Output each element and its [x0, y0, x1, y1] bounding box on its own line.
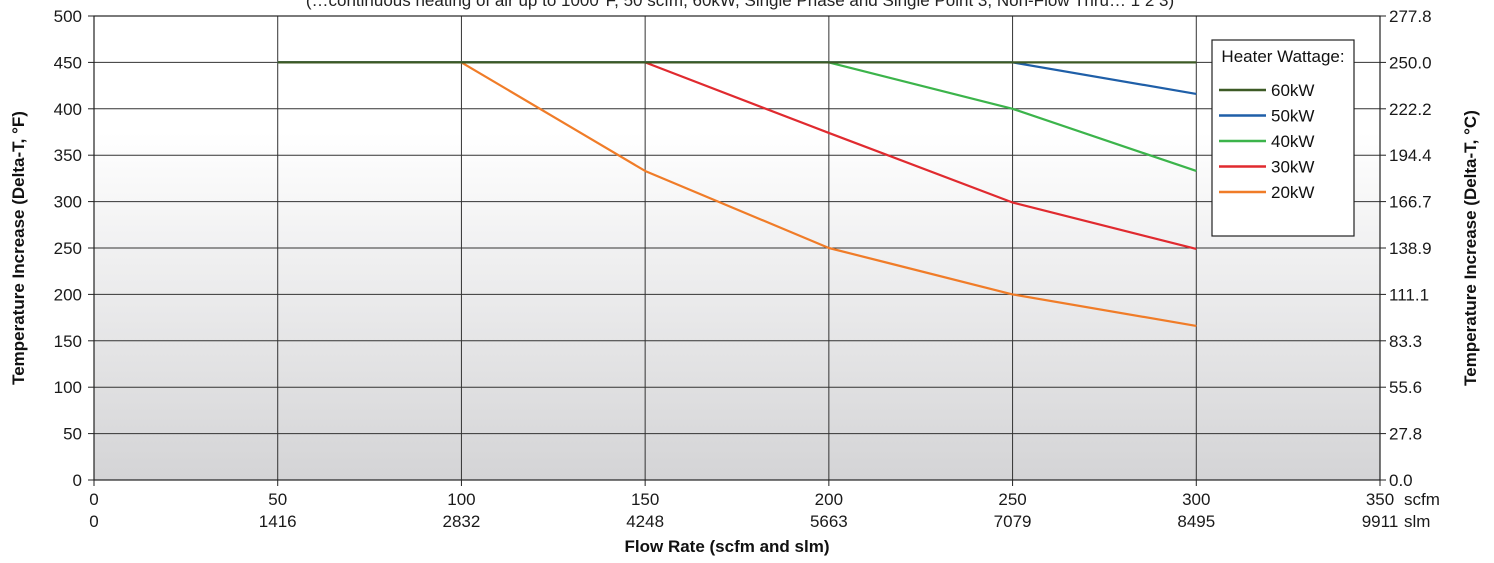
x-tick-label-slm: 8495 — [1177, 512, 1215, 531]
x-tick-label-scfm: 0 — [89, 490, 98, 509]
legend-box — [1211, 39, 1355, 237]
y-tick-label: 500 — [54, 7, 82, 26]
x-tick-label-slm: 9911 — [1362, 512, 1399, 531]
legend: Heater Wattage: 60kW 50kW 40kW 30kW 20kW — [1211, 39, 1355, 237]
x-tick-label-slm: 5663 — [810, 512, 848, 531]
x-tick-label-slm: 2832 — [443, 512, 481, 531]
x-axis-title: Flow Rate (scfm and slm) — [625, 537, 830, 556]
y-right-tick-label: 83.3 — [1389, 332, 1422, 351]
y-right-tick-label: 138.9 — [1389, 239, 1432, 258]
x-unit-scfm: scfm — [1404, 490, 1440, 509]
legend-items: 60kW 50kW 40kW 30kW 20kW — [1219, 81, 1314, 202]
y-right-tick-label: 194.4 — [1389, 146, 1432, 165]
y-right-tick-label: 166.7 — [1389, 193, 1432, 212]
legend-label-50kw: 50kW — [1271, 107, 1314, 126]
x-tick-label-scfm: 300 — [1182, 490, 1210, 509]
x-tick-label-scfm: 150 — [631, 490, 659, 509]
y-right-tick-label: 250.0 — [1389, 53, 1432, 72]
y-right-tick-label: 277.8 — [1389, 7, 1432, 26]
chart-top-note: (…continuous heating of air up to 1000°F… — [306, 0, 1174, 10]
y-axis-title: Temperature Increase (Delta-T, °F) — [9, 111, 28, 385]
legend-label-20kw: 20kW — [1271, 183, 1314, 202]
x-tick-label-slm: 1416 — [259, 512, 297, 531]
y-right-tick-label: 111.1 — [1389, 285, 1429, 304]
x-tick-label-scfm: 350 — [1366, 490, 1394, 509]
y-right-tick-labels: 0.0 27.8 55.6 83.3 111.1 138.9 166.7 194.4 222.2… — [1380, 7, 1432, 490]
y-tick-label: 350 — [54, 146, 82, 165]
x-tick-label-slm: 4248 — [626, 512, 664, 531]
y-tick-label: 300 — [54, 193, 82, 212]
x-tick-label-scfm: 50 — [268, 490, 287, 509]
y-tick-label: 100 — [54, 378, 82, 397]
legend-title: Heater Wattage: — [1221, 47, 1344, 66]
x-unit-slm: slm — [1404, 512, 1430, 531]
y-right-tick-label: 27.8 — [1389, 425, 1422, 444]
x-tick-label-scfm: 100 — [447, 490, 475, 509]
y-right-tick-label: 55.6 — [1389, 378, 1422, 397]
y-tick-labels: 0 50 100 150 200 250 300 350 400 450 500 — [54, 7, 94, 490]
y-right-axis-title: Temperature Increase (Delta-T, °C) — [1461, 110, 1480, 386]
legend-label-30kw: 30kW — [1271, 158, 1314, 177]
x-tick-label-scfm: 250 — [998, 490, 1026, 509]
y-right-tick-label: 0.0 — [1389, 471, 1413, 490]
y-tick-label: 450 — [54, 53, 82, 72]
y-right-tick-label: 222.2 — [1389, 100, 1432, 119]
y-tick-label: 150 — [54, 332, 82, 351]
y-tick-label: 0 — [73, 471, 82, 490]
x-tick-label-scfm: 200 — [815, 490, 843, 509]
y-tick-label: 250 — [54, 239, 82, 258]
legend-label-40kw: 40kW — [1271, 132, 1314, 151]
legend-label-60kw: 60kW — [1271, 81, 1314, 100]
x-tick-label-slm: 0 — [89, 512, 98, 531]
y-tick-label: 400 — [54, 100, 82, 119]
y-tick-label: 200 — [54, 285, 82, 304]
x-tick-labels: 0 0 50 1416 100 2832 150 4248 200 5663 250 7079 300 8… — [89, 480, 1398, 531]
x-tick-label-slm: 7079 — [994, 512, 1032, 531]
y-tick-label: 50 — [63, 425, 82, 444]
series-layer — [277, 61, 1197, 328]
